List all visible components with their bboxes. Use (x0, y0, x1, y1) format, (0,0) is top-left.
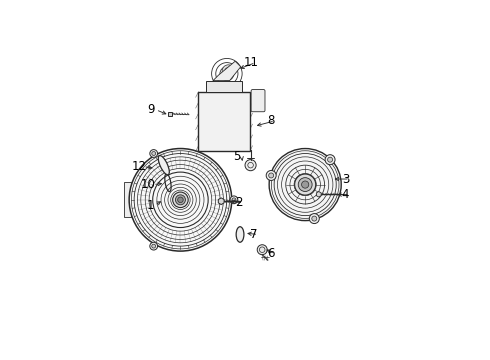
Circle shape (152, 244, 156, 248)
Circle shape (294, 174, 316, 195)
Text: 6: 6 (267, 247, 274, 260)
Circle shape (215, 107, 223, 115)
Circle shape (150, 242, 158, 250)
Circle shape (245, 159, 256, 171)
FancyBboxPatch shape (168, 112, 172, 116)
Circle shape (301, 181, 309, 188)
FancyBboxPatch shape (251, 90, 265, 112)
Circle shape (217, 109, 221, 113)
Circle shape (230, 196, 238, 204)
Text: 4: 4 (342, 188, 349, 201)
Text: 9: 9 (147, 103, 155, 116)
Circle shape (175, 195, 185, 205)
Polygon shape (213, 61, 241, 81)
Circle shape (266, 171, 276, 180)
Circle shape (150, 150, 158, 157)
Text: 1: 1 (146, 199, 154, 212)
Text: 2: 2 (235, 196, 243, 209)
Circle shape (269, 149, 341, 221)
Circle shape (232, 198, 236, 202)
Circle shape (178, 197, 183, 203)
Circle shape (152, 152, 156, 156)
Circle shape (328, 157, 333, 162)
Text: 10: 10 (141, 178, 156, 191)
FancyBboxPatch shape (124, 183, 131, 217)
Circle shape (129, 149, 232, 251)
Text: 12: 12 (131, 160, 147, 173)
Text: 8: 8 (267, 114, 274, 127)
Ellipse shape (158, 156, 170, 175)
Circle shape (222, 65, 234, 77)
Ellipse shape (236, 227, 244, 242)
Circle shape (269, 173, 274, 178)
Text: 7: 7 (250, 228, 258, 241)
Text: 11: 11 (244, 56, 259, 69)
Circle shape (257, 245, 267, 255)
Circle shape (312, 216, 317, 221)
Circle shape (325, 155, 335, 165)
Text: 3: 3 (342, 172, 349, 185)
Circle shape (309, 213, 319, 224)
FancyBboxPatch shape (198, 92, 250, 151)
Circle shape (225, 68, 232, 74)
Text: 5: 5 (234, 150, 241, 163)
Circle shape (172, 192, 188, 208)
FancyBboxPatch shape (206, 81, 242, 92)
Circle shape (298, 177, 312, 192)
